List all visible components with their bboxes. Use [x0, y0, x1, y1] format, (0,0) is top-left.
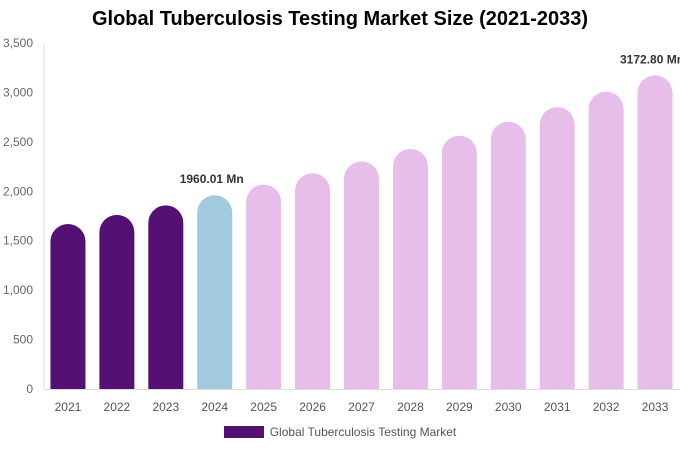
x-tick-label: 2021 — [55, 400, 82, 414]
x-tick-label: 2033 — [642, 400, 669, 414]
x-tick-label: 2031 — [544, 400, 571, 414]
y-tick-label: 2,000 — [3, 184, 33, 198]
bar-2028 — [392, 148, 428, 389]
x-tick-label: 2029 — [446, 400, 473, 414]
y-tick-label: 500 — [13, 333, 33, 347]
y-tick-label: 3,000 — [3, 85, 33, 99]
data-label: 3172.80 Mn — [620, 52, 680, 66]
x-tick-label: 2024 — [201, 400, 228, 414]
y-tick-label: 1,500 — [3, 234, 33, 248]
legend-label: Global Tuberculosis Testing Market — [269, 425, 457, 439]
bar-2025 — [246, 184, 282, 389]
x-tick-label: 2026 — [299, 400, 326, 414]
bar-2022 — [99, 214, 135, 389]
bar-2030 — [490, 121, 526, 390]
x-tick-label: 2027 — [348, 400, 375, 414]
y-tick-label: 0 — [26, 382, 33, 396]
bar-2024 — [197, 195, 233, 389]
data-label: 1960.01 Mn — [180, 172, 244, 186]
x-tick-label: 2028 — [397, 400, 424, 414]
y-tick-label: 2,500 — [3, 135, 33, 149]
x-tick-label: 2023 — [152, 400, 179, 414]
bar-2033 — [637, 75, 673, 389]
x-tick-label: 2030 — [495, 400, 522, 414]
x-tick-label: 2032 — [593, 400, 620, 414]
bar-2027 — [344, 161, 379, 389]
bar-2031 — [539, 107, 575, 389]
bar-2032 — [588, 91, 624, 390]
bar-2023 — [148, 205, 184, 389]
y-tick-label: 3,500 — [3, 36, 33, 50]
bar-2026 — [295, 173, 331, 389]
bar-2029 — [441, 135, 477, 389]
x-tick-label: 2025 — [250, 400, 277, 414]
chart-title: Global Tuberculosis Testing Market Size … — [91, 8, 589, 30]
y-tick-label: 1,000 — [3, 283, 33, 297]
bar-2021 — [50, 224, 86, 389]
legend-swatch — [223, 426, 264, 438]
x-tick-label: 2022 — [104, 400, 131, 414]
legend: Global Tuberculosis Testing Market — [0, 425, 680, 439]
